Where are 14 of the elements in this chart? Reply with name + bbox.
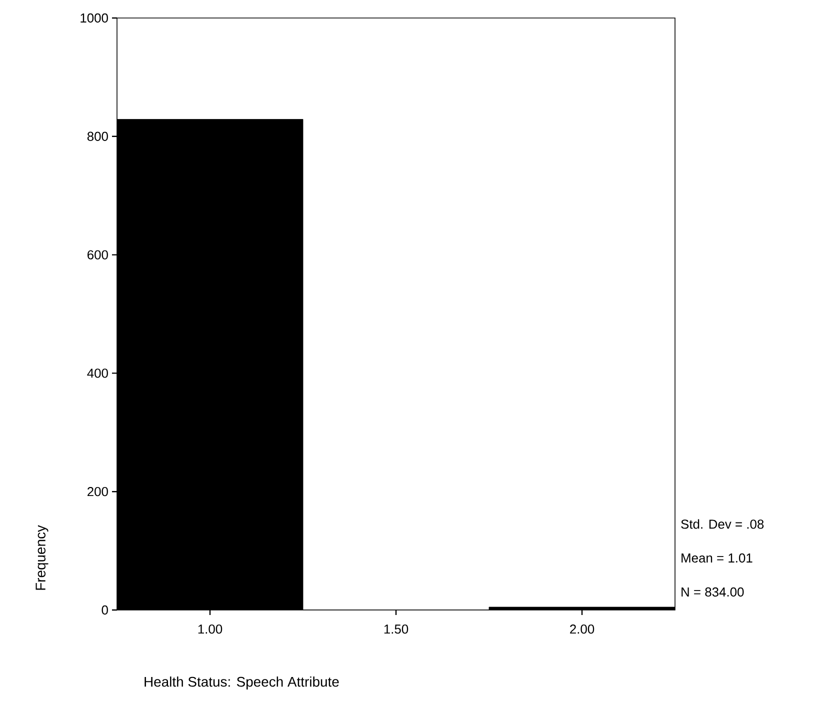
text: Std. Dev = .08	[681, 519, 764, 529]
text: Mean = 1.01	[682, 553, 752, 563]
x-axis-title: Health Status: Speech Attribute	[144, 676, 339, 690]
y-tick-label: 0	[102, 605, 108, 615]
text: N = 834.00	[682, 587, 744, 597]
x-tick-label: 2.00	[570, 624, 594, 634]
x-tick-label: 1.00	[198, 624, 222, 634]
y-tick-label: 200	[88, 487, 108, 496]
y-tick-label: 600	[88, 250, 108, 260]
y-axis-title: Frequency	[36, 525, 48, 590]
y-tick-label: 800	[87, 132, 108, 141]
x-tick-label: 1.50	[384, 624, 408, 634]
y-tick-label: 1000	[80, 13, 108, 23]
y-tick-label: 400	[87, 368, 108, 378]
